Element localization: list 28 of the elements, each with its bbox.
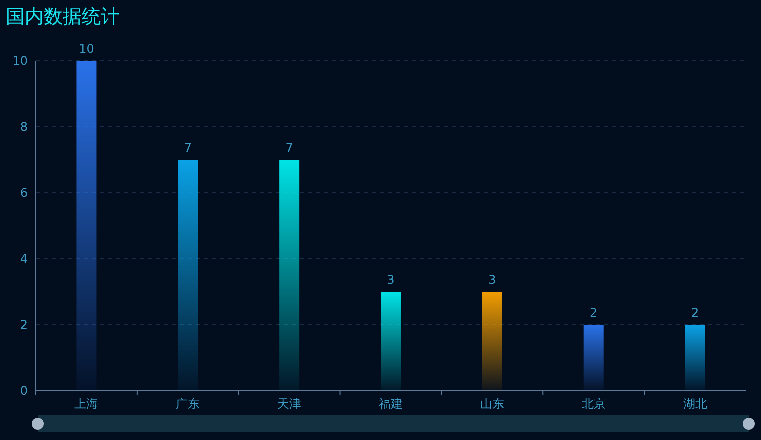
bar	[280, 160, 300, 391]
x-tick-label: 广东	[176, 397, 200, 411]
bar	[584, 325, 604, 391]
x-tick-label: 湖北	[683, 397, 708, 411]
x-tick-label: 天津	[278, 397, 302, 411]
data-label: 2	[691, 306, 700, 320]
data-label: 10	[79, 42, 94, 56]
data-label: 3	[387, 273, 395, 287]
x-tick-label: 山东	[480, 397, 504, 411]
bar	[482, 292, 502, 391]
y-tick-label: 8	[20, 120, 28, 134]
data-label: 7	[286, 141, 294, 155]
chart-title: 国内数据统计	[6, 6, 120, 28]
bar	[76, 61, 97, 391]
bar	[685, 325, 706, 391]
bar	[178, 160, 198, 391]
x-tick-label: 福建	[379, 397, 403, 411]
x-tick-label: 北京	[582, 397, 606, 411]
bar	[381, 292, 401, 391]
data-label: 7	[184, 141, 192, 155]
data-label: 2	[590, 306, 598, 320]
y-tick-label: 6	[20, 186, 28, 200]
y-tick-label: 10	[12, 54, 28, 68]
data-label: 3	[488, 273, 496, 287]
y-tick-label: 4	[20, 252, 28, 266]
y-tick-label: 2	[20, 318, 28, 332]
y-tick-label: 0	[20, 384, 28, 398]
x-tick-label: 上海	[74, 397, 99, 411]
